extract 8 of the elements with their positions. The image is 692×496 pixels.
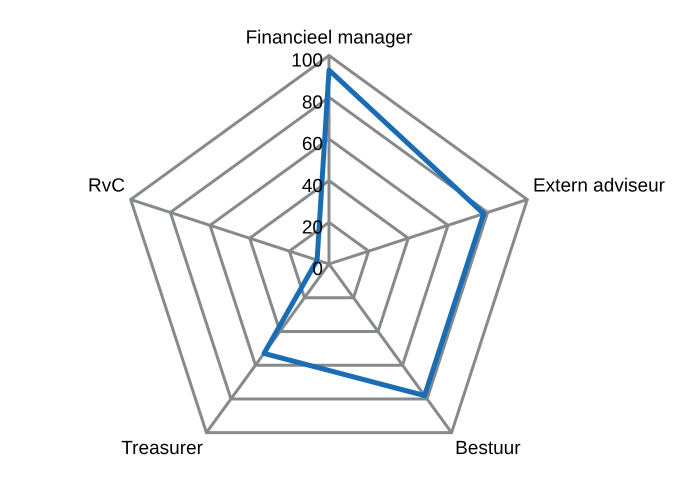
y-tick-label: 100 — [291, 50, 323, 72]
spoke-label: Bestuur — [455, 438, 522, 460]
spoke-label: Extern adviseur — [532, 176, 666, 197]
spoke-label: Financieel manager — [246, 27, 414, 48]
y-tick-label: 80 — [302, 92, 323, 114]
y-tick-label: 0 — [312, 259, 323, 280]
spoke-label: RvC — [88, 176, 126, 197]
spoke-label: Treasurer — [121, 438, 204, 460]
